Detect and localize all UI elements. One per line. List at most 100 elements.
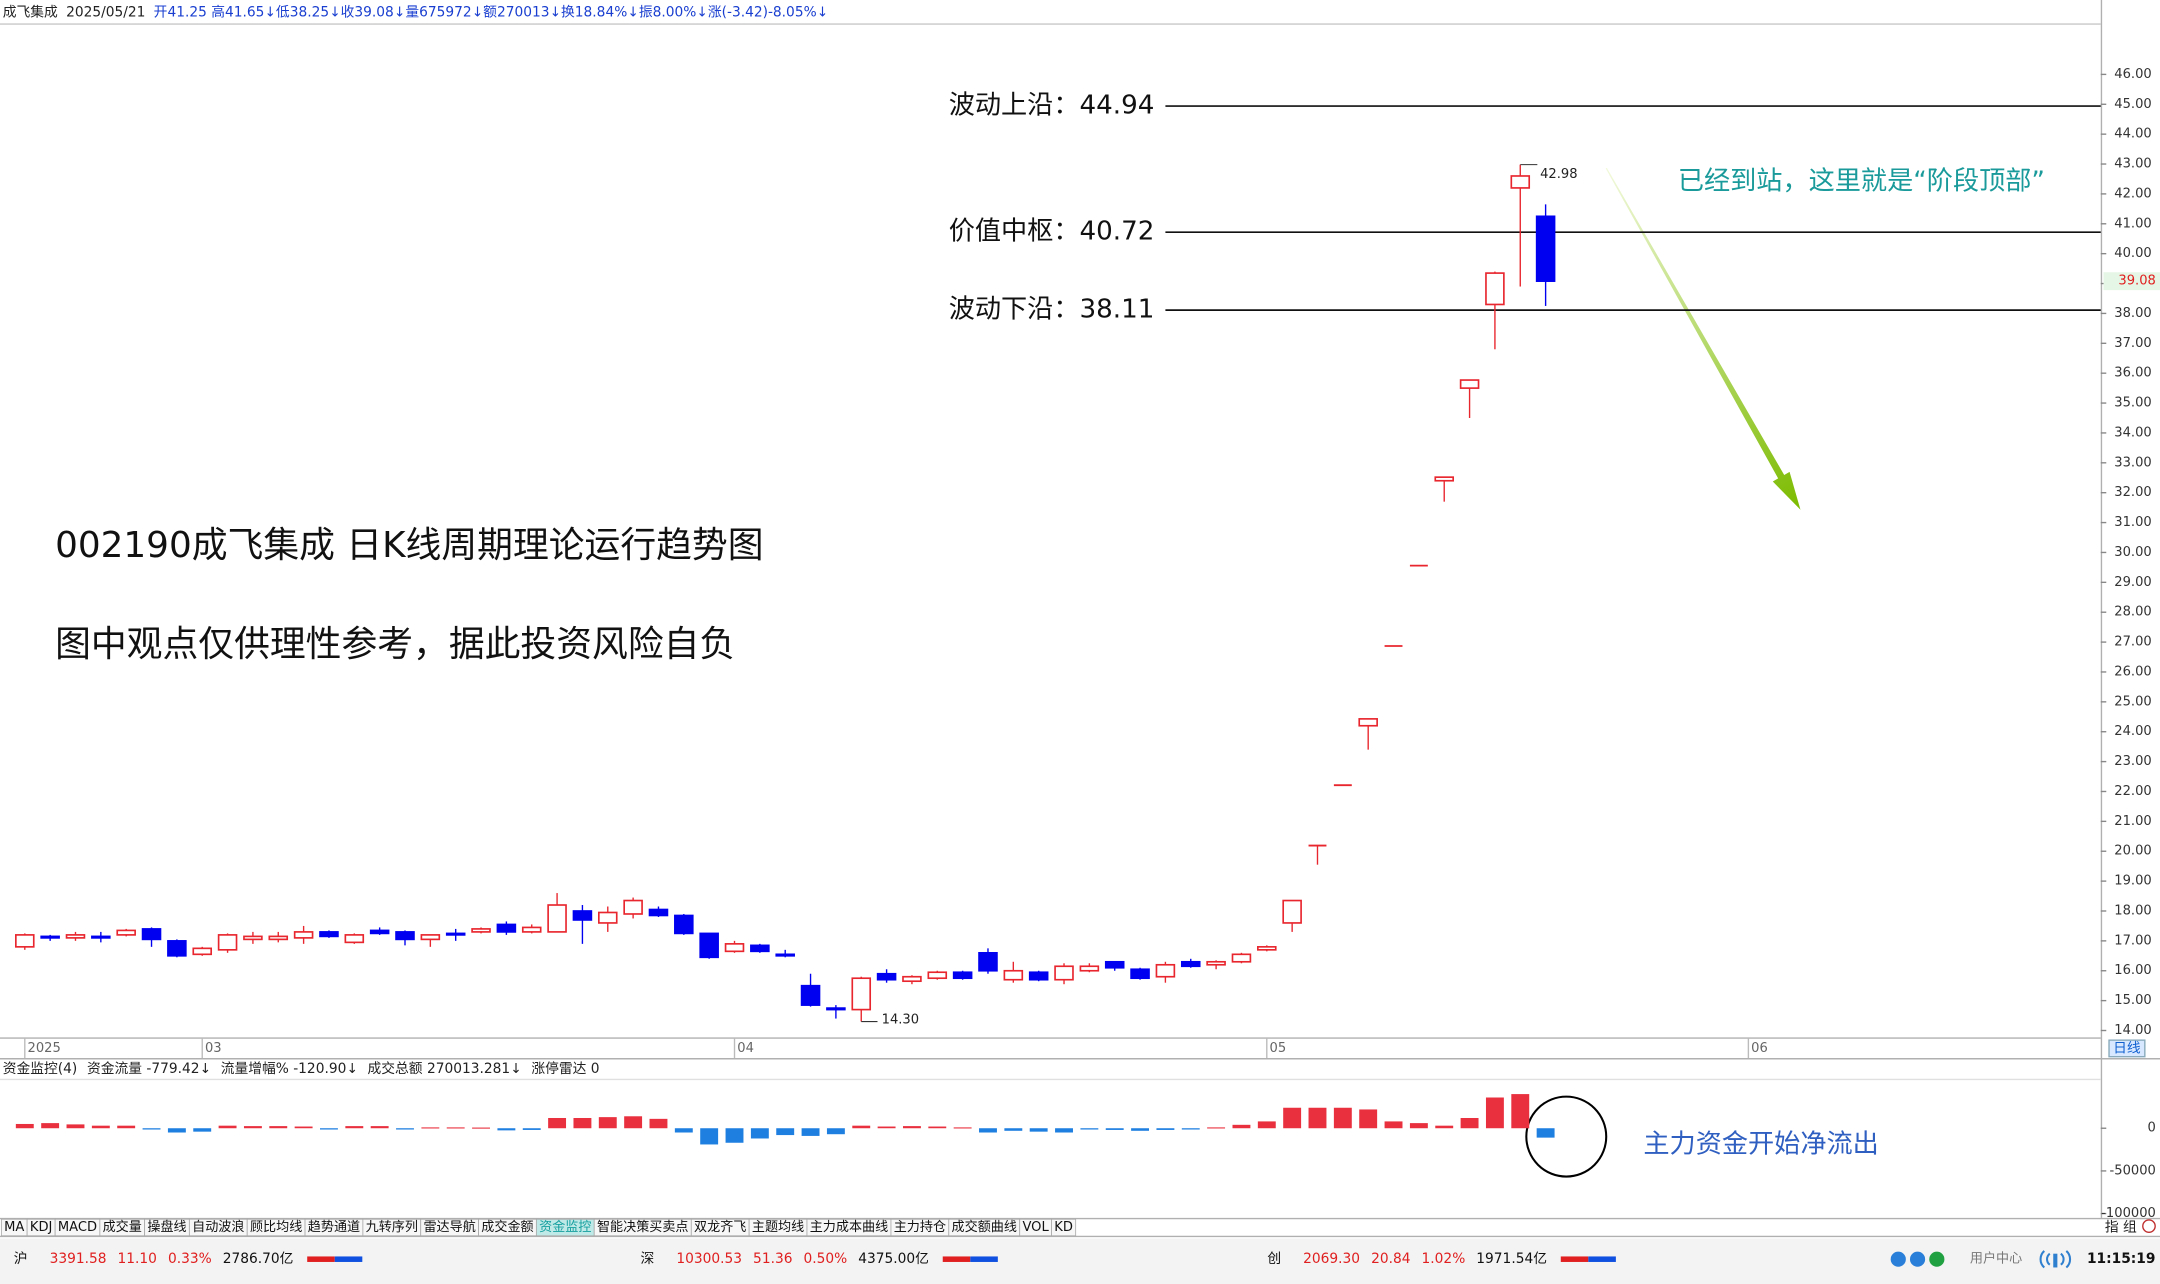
candle-body	[1282, 899, 1302, 924]
tab-label[interactable]: 主题均线	[752, 1219, 804, 1235]
status-change: 11.10	[118, 1251, 157, 1267]
flow-bar	[1207, 1127, 1226, 1129]
tab-label[interactable]: 成交量	[103, 1218, 142, 1235]
flow-bar	[522, 1128, 541, 1130]
tab-label[interactable]: KDJ	[30, 1220, 53, 1235]
tab-label[interactable]: VOL	[1022, 1220, 1049, 1235]
annotation: 已经到站，这里就是“阶段顶部”	[1678, 166, 2045, 196]
tab-label[interactable]: 成交金额	[481, 1218, 533, 1235]
y-tick-label: 36.00	[2114, 366, 2151, 381]
status-icon[interactable]	[1909, 1251, 1926, 1267]
flow-bar	[624, 1116, 643, 1129]
status-bar-icon	[970, 1256, 998, 1262]
add-icon[interactable]	[2142, 1219, 2156, 1234]
candle-body	[15, 934, 35, 948]
tab-label[interactable]: 雷达导航	[423, 1219, 475, 1235]
candle-body	[319, 931, 339, 938]
status-change: 51.36	[753, 1251, 792, 1267]
candle-body	[952, 971, 973, 980]
flow-bar	[776, 1128, 795, 1136]
status-bar-icon	[1560, 1256, 1589, 1262]
tab-label[interactable]: KD	[1054, 1220, 1073, 1235]
flow-bar	[269, 1126, 288, 1129]
header-item: 成飞集成	[3, 4, 58, 20]
candle-body	[876, 972, 897, 981]
panel-header-item: 流量增幅% -120.90↓	[221, 1061, 358, 1077]
y-tick-label: 16.00	[2114, 963, 2151, 978]
tab-label[interactable]: 成交额曲线	[952, 1218, 1017, 1235]
y-tick-label: 19.00	[2114, 874, 2151, 889]
y-tick-label: 41.00	[2114, 216, 2151, 231]
flow-bar	[674, 1128, 693, 1133]
status-icon[interactable]	[1929, 1251, 1945, 1267]
flow-bar	[1029, 1128, 1048, 1132]
flow-bar	[1004, 1128, 1023, 1131]
tab-label[interactable]: 智能决策买卖点	[597, 1218, 689, 1235]
tab-label[interactable]: 自动波浪	[192, 1219, 244, 1235]
period-label[interactable]: 日线	[2113, 1040, 2141, 1056]
flow-bar	[1257, 1121, 1276, 1129]
tab-label[interactable]: 双龙齐飞	[694, 1219, 746, 1235]
y-tick-label: 28.00	[2114, 605, 2151, 620]
tab-label[interactable]: MACD	[58, 1220, 97, 1235]
candle-body	[1231, 953, 1252, 963]
tab-label[interactable]: 九转序列	[366, 1219, 418, 1235]
flow-bar	[446, 1127, 465, 1129]
flow-bar	[1511, 1094, 1530, 1129]
candle-body	[445, 932, 466, 936]
flow-bar	[750, 1128, 769, 1139]
flow-bar	[218, 1125, 237, 1129]
user-center[interactable]: 用户中心	[1970, 1250, 2022, 1267]
flow-bar	[1131, 1128, 1150, 1131]
candle-body	[724, 943, 745, 953]
tab-label[interactable]: 顾比均线	[250, 1219, 302, 1235]
status-icon[interactable]	[1890, 1251, 1906, 1267]
panel-header-item: 涨停雷达 0	[531, 1060, 599, 1077]
candle-body	[369, 929, 390, 935]
flow-bar	[548, 1117, 567, 1129]
status-bar-icon	[1588, 1256, 1616, 1262]
candle-body	[268, 935, 289, 941]
y-tick-label: 34.00	[2114, 425, 2151, 440]
y-tick-label: 20.00	[2114, 844, 2151, 859]
candle-body	[851, 977, 872, 1011]
last-price-box	[2103, 272, 2160, 291]
candle-body	[927, 971, 948, 980]
period-tab[interactable]	[2108, 1039, 2146, 1058]
flow-bar	[1283, 1107, 1302, 1129]
y-tick-label: 40.00	[2114, 246, 2151, 261]
flow-bar	[1435, 1125, 1454, 1129]
side-tabs[interactable]: 指 组	[2105, 1220, 2137, 1236]
flow-bar	[953, 1127, 972, 1129]
flow-bar	[598, 1117, 617, 1129]
flow-bar	[1308, 1107, 1327, 1129]
tab-label[interactable]: 主力成本曲线	[810, 1219, 888, 1235]
flow-bar	[1181, 1128, 1200, 1130]
y-tick-label: 35.00	[2114, 396, 2151, 411]
candle-body	[1510, 175, 1531, 189]
x-tick-label: 2025	[28, 1041, 61, 1056]
tab[interactable]	[1051, 1218, 1077, 1237]
flow-bar	[826, 1128, 845, 1135]
flow-bar	[1232, 1124, 1251, 1129]
panel-header-item: 资金监控(4)	[3, 1061, 78, 1077]
candle-body	[1206, 960, 1226, 966]
tab-label[interactable]: 资金监控	[539, 1219, 591, 1235]
candle-body	[623, 899, 643, 915]
tab-label[interactable]: MA	[4, 1220, 24, 1235]
status-pct: 0.33%	[168, 1251, 212, 1267]
y-tick-label: 23.00	[2114, 754, 2151, 769]
tab-label[interactable]: 趋势通道	[308, 1219, 360, 1235]
y-tick-label: 46.00	[2114, 67, 2151, 82]
candle-body	[902, 975, 922, 983]
flow-bar	[91, 1125, 110, 1129]
tab-label[interactable]: 主力持仓	[894, 1219, 946, 1235]
status-bar-icon	[307, 1256, 335, 1262]
tab-label[interactable]: 操盘线	[147, 1218, 186, 1235]
flow-bar	[142, 1128, 161, 1130]
flow-bar	[700, 1128, 719, 1145]
panel-header-item: 资金流量 -779.42↓	[87, 1061, 211, 1077]
highlight-circle	[1525, 1095, 1608, 1178]
